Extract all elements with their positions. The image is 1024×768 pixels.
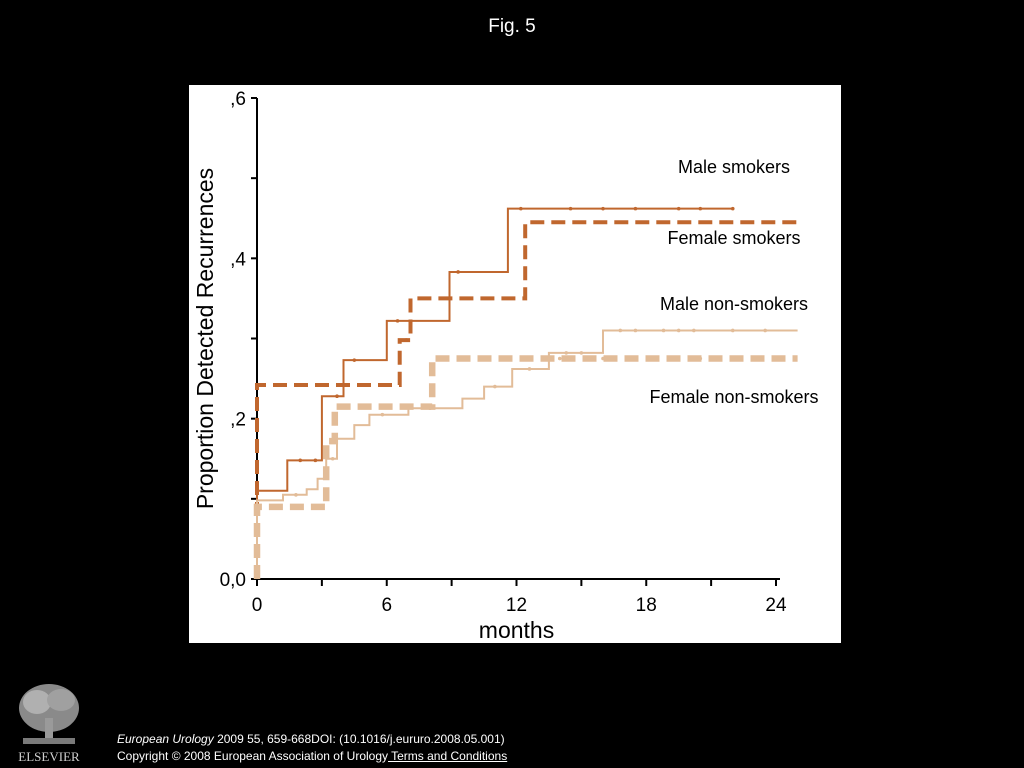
censor-mark-male-non-smokers	[633, 328, 638, 333]
censor-mark-male-smokers	[456, 270, 460, 274]
svg-text:ELSEVIER: ELSEVIER	[18, 749, 80, 764]
series-line-female-smokers	[255, 220, 798, 579]
censor-mark-male-non-smokers	[661, 328, 666, 333]
censor-mark-male-smokers	[676, 206, 681, 211]
censor-mark-female-non-smokers	[698, 356, 703, 361]
censor-mark-male-non-smokers	[330, 456, 335, 461]
citation-line: European Urology 2009 55, 659-668DOI: (1…	[117, 731, 507, 748]
copyright-text: Copyright © 2008 European Association of…	[117, 749, 389, 763]
censor-mark-female-smokers	[644, 220, 649, 225]
elsevier-logo: ELSEVIER	[9, 680, 89, 766]
x-tick-label: 0	[252, 595, 263, 616]
censor-mark-male-smokers	[601, 206, 605, 211]
censor-mark-male-non-smokers	[692, 328, 696, 333]
censor-mark-male-non-smokers	[380, 412, 385, 417]
censor-mark-male-smokers	[730, 206, 735, 211]
citation-details: 2009 55, 659-668DOI: (10.1016/j.eururo.2…	[213, 732, 505, 746]
censor-mark-female-non-smokers	[363, 404, 367, 409]
censor-mark-female-non-smokers	[601, 356, 605, 361]
censor-mark-female-non-smokers	[730, 356, 735, 361]
censor-mark-female-smokers	[404, 338, 409, 342]
censor-mark-male-smokers	[633, 206, 638, 211]
series-label-female-smokers: Female smokers	[667, 228, 800, 248]
censor-mark-male-non-smokers	[294, 493, 298, 497]
x-tick-label: 18	[636, 595, 657, 616]
censor-mark-male-non-smokers	[730, 328, 735, 333]
x-tick-label: 12	[506, 595, 527, 616]
y-tick-label: 0,0	[220, 570, 246, 591]
censor-mark-male-smokers	[335, 394, 339, 399]
censor-mark-male-non-smokers	[527, 367, 532, 371]
citation-block: European Urology 2009 55, 659-668DOI: (1…	[117, 731, 507, 765]
journal-name: European Urology	[117, 732, 214, 746]
censor-mark-female-non-smokers	[445, 356, 450, 361]
censor-mark-male-non-smokers	[763, 328, 767, 333]
series-line-male-non-smokers	[256, 329, 798, 579]
series-label-male-non-smokers: Male non-smokers	[660, 294, 808, 314]
y-axis-label: Proportion Detected Recurrences	[192, 168, 218, 509]
copyright-line: Copyright © 2008 European Association of…	[117, 748, 507, 765]
censor-mark-male-non-smokers	[564, 351, 569, 355]
censor-mark-male-non-smokers	[493, 384, 497, 389]
censor-mark-male-smokers	[568, 206, 573, 211]
figure-panel: 0,0 ,2 ,4 ,6 0 6 12 18 24 months Proportion Detect…	[189, 85, 841, 643]
censor-mark-male-smokers	[352, 358, 357, 362]
censor-mark-female-non-smokers	[482, 356, 486, 361]
censor-mark-female-non-smokers	[655, 356, 659, 361]
terms-and-conditions-link[interactable]: Terms and Conditions	[388, 749, 508, 763]
x-tick-label: 24	[765, 595, 787, 616]
y-tick-label: ,6	[230, 89, 246, 110]
censor-mark-male-smokers	[519, 206, 523, 211]
censor-mark-male-smokers	[313, 458, 318, 463]
series-label-female-non-smokers: Female non-smokers	[649, 387, 818, 407]
censor-mark-female-non-smokers	[503, 356, 508, 361]
kaplan-meier-chart: 0,0 ,2 ,4 ,6 0 6 12 18 24 months Proportion Detect…	[192, 89, 819, 643]
censor-mark-male-non-smokers	[618, 328, 623, 333]
censor-mark-female-non-smokers	[557, 356, 562, 361]
censor-mark-male-non-smokers	[579, 351, 584, 355]
censor-mark-male-smokers	[298, 458, 303, 463]
censor-mark-male-non-smokers	[676, 328, 681, 333]
x-tick-label: 6	[381, 595, 392, 616]
censor-mark-female-non-smokers	[460, 356, 465, 361]
figure-title: Fig. 5	[488, 16, 536, 37]
series-line-female-non-smokers	[253, 355, 798, 579]
censor-mark-female-smokers	[536, 220, 540, 225]
x-axis-label: months	[479, 617, 554, 643]
y-tick-label: ,2	[230, 410, 246, 431]
series-line-male-smokers	[256, 207, 733, 579]
series-label-male-smokers: Male smokers	[678, 157, 790, 177]
censor-mark-male-smokers	[698, 206, 703, 211]
y-tick-label: ,4	[230, 249, 246, 270]
censor-mark-male-smokers	[395, 319, 400, 323]
